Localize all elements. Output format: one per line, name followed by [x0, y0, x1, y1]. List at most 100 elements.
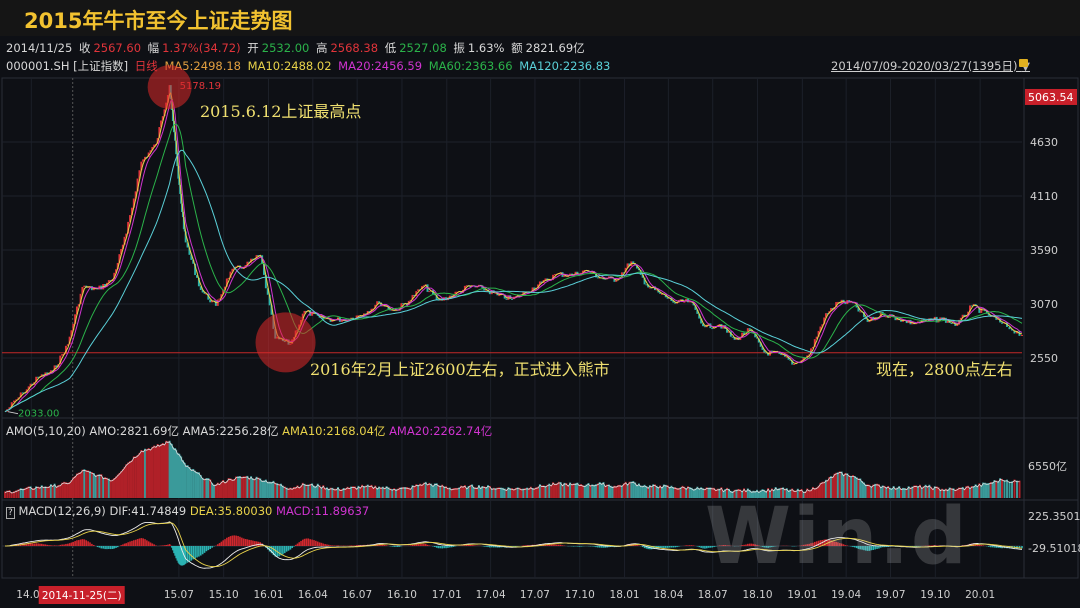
amount-bar — [216, 482, 219, 498]
amount-bar — [650, 485, 653, 498]
amount-bar — [8, 490, 11, 498]
candle — [207, 293, 210, 300]
amount-bar — [361, 484, 364, 498]
close-label: 收 — [78, 41, 91, 55]
amount-bar — [993, 480, 996, 498]
amount-bar — [836, 472, 839, 498]
amount-bar — [281, 485, 284, 498]
amount-bar — [333, 488, 336, 498]
candle — [61, 354, 64, 356]
candle — [376, 301, 379, 305]
amount-bar — [496, 487, 499, 498]
period-selector[interactable]: 日线 — [134, 59, 158, 73]
candle — [939, 317, 942, 321]
bear-highlight-circle — [255, 312, 316, 373]
macd-value: MACD:11.89637 — [276, 504, 370, 518]
amount-bar — [514, 487, 517, 498]
lock-open-icon[interactable] — [1019, 59, 1028, 67]
candle — [589, 271, 592, 273]
amount-bar — [320, 487, 323, 498]
amount-bar — [952, 488, 955, 498]
candle — [879, 312, 882, 318]
amount-bar — [655, 485, 658, 498]
candle — [92, 287, 95, 291]
amount-bar — [452, 488, 455, 498]
candle — [538, 281, 541, 285]
amount-bar — [224, 481, 227, 498]
candle — [59, 355, 62, 365]
amo-value: AMO:2821.69亿 — [89, 424, 179, 438]
amount-bar — [941, 488, 944, 498]
amount-bar — [331, 487, 334, 498]
candle — [522, 291, 525, 295]
amount-bar — [600, 483, 603, 498]
amount-bar — [570, 483, 573, 498]
amount-bar — [485, 487, 488, 498]
candle — [826, 313, 829, 315]
amount-bar — [123, 466, 126, 498]
amount-bar — [857, 478, 860, 498]
x-tick-label: 19.01 — [787, 589, 817, 601]
amount-bar — [272, 480, 275, 498]
amount-bar — [225, 480, 228, 498]
candle — [969, 305, 972, 312]
candle — [355, 315, 358, 320]
amount-bar — [300, 485, 303, 498]
amount-bar — [64, 482, 67, 498]
amount-bar — [793, 490, 796, 498]
amount-bar — [709, 487, 712, 498]
candle — [596, 277, 599, 279]
amount-bar — [765, 491, 768, 498]
question-icon[interactable]: ? — [6, 507, 15, 519]
candle — [222, 289, 225, 295]
amount-bar — [335, 488, 338, 498]
amount-bar — [662, 484, 665, 498]
amount-bar — [808, 489, 811, 498]
candle — [194, 263, 197, 276]
candle — [726, 328, 729, 333]
amount-bar — [548, 483, 551, 498]
x-tick-label: 17.01 — [432, 589, 462, 601]
candle — [731, 336, 734, 338]
amount-bar — [446, 487, 449, 498]
amount-bar — [352, 486, 355, 498]
panel-frame — [1, 499, 1079, 579]
amount-bar — [145, 449, 148, 498]
amount-bar — [720, 487, 723, 498]
amount-bar — [42, 486, 45, 498]
amount-bar — [770, 488, 773, 498]
candle — [750, 329, 753, 332]
amount-bar — [158, 445, 161, 498]
candle — [203, 292, 206, 294]
amount-bar — [329, 487, 332, 498]
candle — [474, 286, 477, 288]
macd-axis-bottom: -29.51018 — [1028, 542, 1080, 555]
amount-bar — [690, 487, 693, 498]
candle — [192, 259, 195, 264]
max-price-label: 5178.19 — [180, 81, 221, 92]
amount-bar — [561, 484, 564, 498]
amount-bar — [75, 473, 78, 498]
amount-bar — [531, 487, 534, 498]
page-title: 2015年牛市至今上证走势图 — [24, 9, 293, 33]
amount-bar — [161, 443, 164, 498]
y-tick-label: 4110 — [1030, 190, 1058, 203]
amount-bar — [946, 489, 949, 498]
amount-bar — [538, 484, 541, 498]
candle — [178, 178, 181, 185]
candle — [266, 288, 269, 295]
amount-bar — [969, 487, 972, 498]
candle — [485, 289, 488, 291]
amount-bar — [428, 482, 431, 498]
candle — [702, 323, 705, 327]
amount-bar — [176, 452, 179, 498]
amount-bar — [918, 484, 921, 498]
candle — [8, 407, 11, 410]
amount-bar — [314, 486, 317, 498]
amount-bar — [94, 475, 97, 498]
amount-bar — [291, 488, 294, 498]
amount-bar — [931, 488, 934, 498]
amount-bar — [127, 462, 130, 498]
candle — [850, 301, 853, 303]
amount-bar — [66, 482, 69, 498]
